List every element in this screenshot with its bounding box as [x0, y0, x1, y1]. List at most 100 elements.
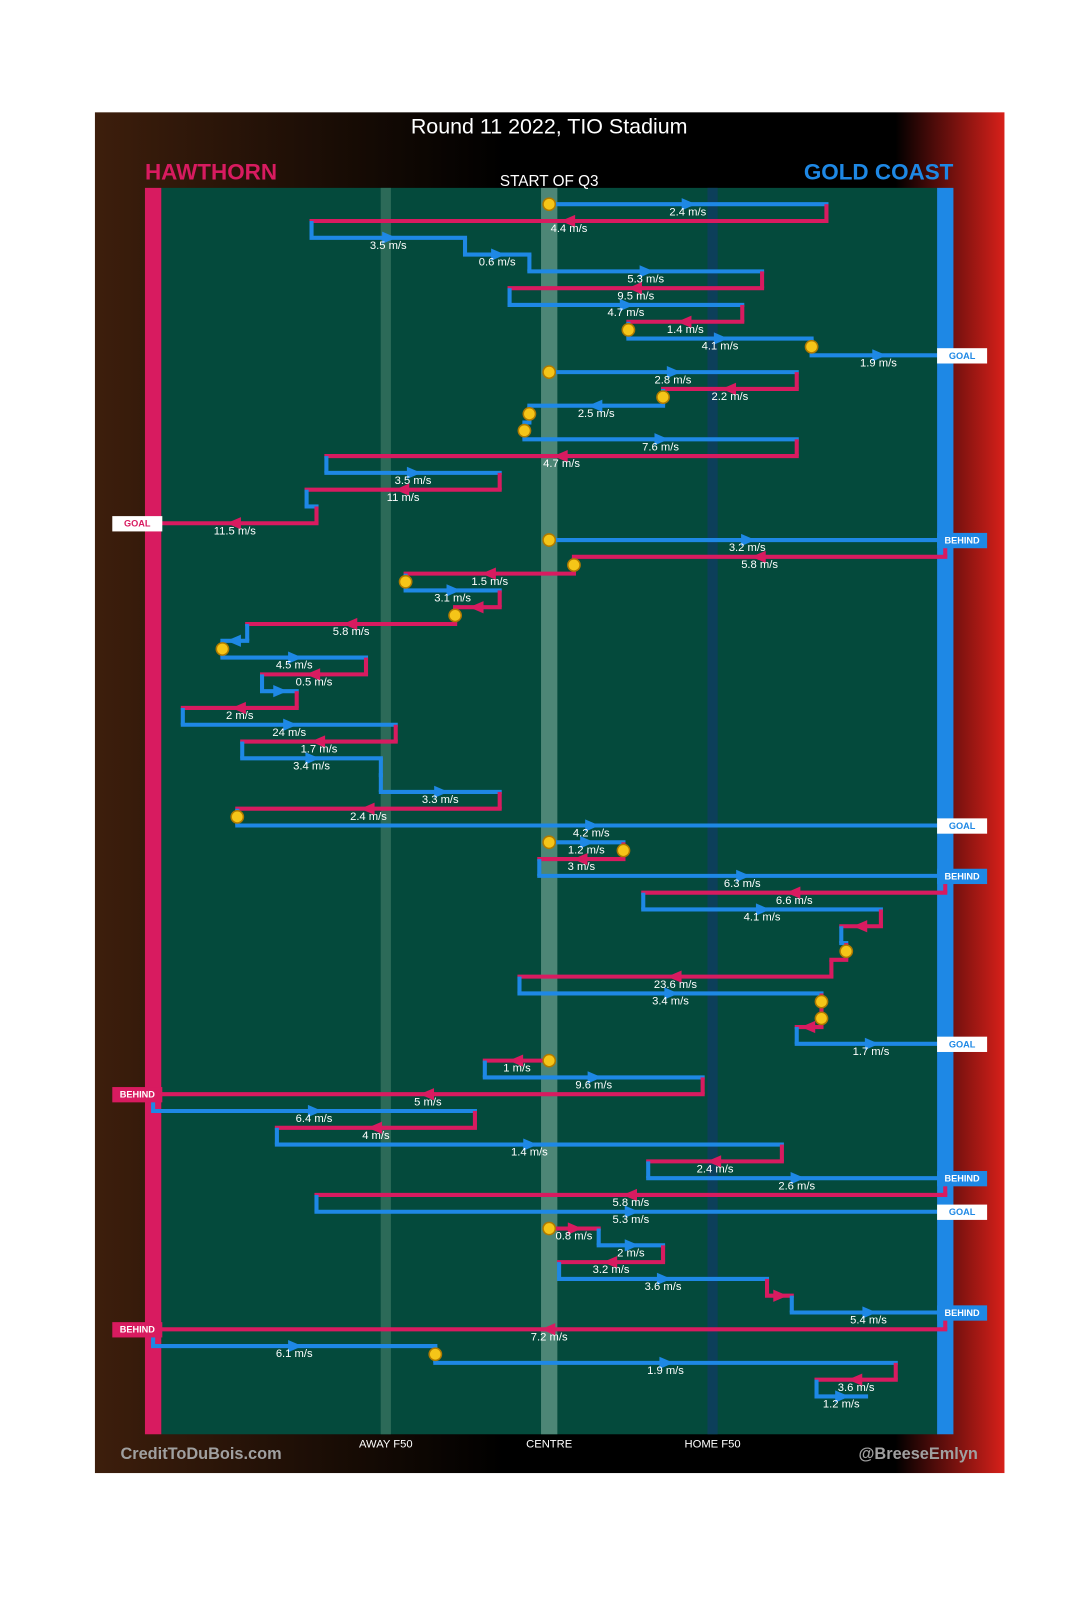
speed-label: 1.9 m/s — [860, 357, 897, 369]
contest-marker — [428, 1347, 443, 1362]
arrow — [872, 349, 887, 362]
contest-marker — [656, 390, 670, 404]
arrow — [751, 550, 766, 563]
speed-label: 5.8 m/s — [741, 559, 778, 571]
arrow — [310, 735, 326, 748]
zone-label: CENTRE — [526, 1438, 572, 1450]
speed-label: 9.5 m/s — [617, 290, 654, 302]
arrow — [508, 1054, 524, 1067]
arrow — [677, 315, 692, 328]
contest-marker — [448, 608, 463, 623]
arrow — [667, 970, 682, 983]
outcome-label: GOAL — [949, 351, 976, 361]
credit-right: @BreeseEmlyn — [859, 1445, 978, 1463]
arrow — [624, 1239, 640, 1252]
team-left: HAWTHORN — [145, 160, 277, 185]
arrow — [273, 685, 288, 698]
arrow — [847, 1373, 863, 1386]
speed-label: 3.4 m/s — [293, 760, 330, 772]
arrow — [721, 382, 737, 396]
speed-label: 1.2 m/s — [568, 844, 605, 856]
speed-label: 3.1 m/s — [434, 593, 471, 605]
contest-marker — [542, 1053, 557, 1068]
arrow — [864, 1037, 880, 1050]
outcome-label: BEHIND — [120, 1090, 156, 1100]
team-right: GOLD COAST — [804, 160, 954, 185]
outcome-box — [937, 1305, 988, 1321]
arrow — [622, 1188, 638, 1202]
speed-label: 1.4 m/s — [667, 324, 704, 336]
arrow — [288, 651, 303, 664]
speed-label: 23.6 m/s — [654, 979, 697, 991]
speed-label: 5.3 m/s — [627, 274, 664, 286]
speed-label: 4.4 m/s — [551, 223, 588, 235]
arrow — [627, 282, 642, 295]
speed-label: 2.4 m/s — [350, 811, 387, 823]
outcome-label: BEHIND — [945, 1174, 981, 1184]
outcome-box — [937, 1036, 988, 1052]
contest-marker — [542, 197, 557, 212]
contest-marker — [814, 994, 829, 1009]
arrow — [283, 718, 298, 731]
zone-stripe — [707, 187, 718, 1435]
speed-label: 2.2 m/s — [711, 391, 748, 403]
arrow — [639, 265, 654, 278]
arrow — [619, 298, 635, 312]
arrow — [307, 1104, 323, 1118]
speed-label: 1.5 m/s — [471, 576, 508, 588]
arrow — [481, 567, 496, 580]
arrow — [231, 701, 246, 715]
contest-marker — [542, 365, 557, 380]
credit-left: CreditToDuBois.com — [120, 1445, 281, 1463]
arrow — [741, 533, 756, 547]
arrow — [305, 752, 320, 765]
speed-label: 3.6 m/s — [645, 1281, 682, 1293]
speed-label: 4.7 m/s — [608, 307, 645, 319]
speed-label: 4.5 m/s — [276, 660, 313, 672]
speed-label: 4.7 m/s — [543, 458, 580, 470]
zone-label: HOME F50 — [685, 1438, 741, 1450]
speed-label: 1.9 m/s — [647, 1365, 684, 1377]
arrow — [587, 1071, 602, 1084]
arrow — [419, 1088, 435, 1101]
arrow — [755, 903, 771, 916]
speed-label: 0.8 m/s — [556, 1231, 593, 1243]
arrow — [666, 366, 682, 379]
arrow — [541, 1323, 556, 1336]
speed-label: 24 m/s — [272, 727, 306, 739]
outcome-label: BEHIND — [945, 1308, 981, 1318]
speed-label: 0.6 m/s — [479, 257, 516, 269]
speed-label: 2.4 m/s — [697, 1163, 734, 1175]
arrow — [624, 1205, 640, 1218]
arrow — [360, 802, 375, 815]
contest-marker — [567, 558, 581, 572]
contest-marker — [398, 574, 413, 589]
arrow — [394, 483, 410, 496]
contest-marker — [522, 406, 537, 421]
arrow — [560, 214, 576, 228]
contest-marker — [215, 642, 230, 656]
speed-label: 2.4 m/s — [669, 206, 706, 218]
outcome-label: BEHIND — [945, 871, 981, 881]
speed-label: 11.5 m/s — [214, 525, 257, 537]
speed-label: 1.2 m/s — [823, 1399, 860, 1411]
arrow — [382, 231, 397, 244]
outcome-box — [112, 1322, 163, 1338]
outcome-box — [937, 348, 988, 364]
outcome-box — [937, 1204, 988, 1220]
arrow — [656, 1272, 672, 1286]
outcome-label: GOAL — [949, 821, 976, 831]
speed-label: 3 m/s — [568, 861, 596, 873]
speed-label: 5.8 m/s — [612, 1197, 649, 1209]
arrow — [567, 1222, 583, 1235]
right-post — [937, 187, 954, 1435]
speed-label: 6.3 m/s — [724, 878, 761, 890]
arrow — [305, 668, 321, 681]
outcome-label: BEHIND — [120, 1325, 156, 1335]
arrow — [469, 601, 484, 614]
speed-label: 4.1 m/s — [702, 341, 739, 353]
zone-stripe — [380, 187, 391, 1435]
outcome-box — [937, 1171, 988, 1187]
speed-label: 3.2 m/s — [593, 1264, 630, 1276]
speed-label: 5.8 m/s — [333, 626, 370, 638]
